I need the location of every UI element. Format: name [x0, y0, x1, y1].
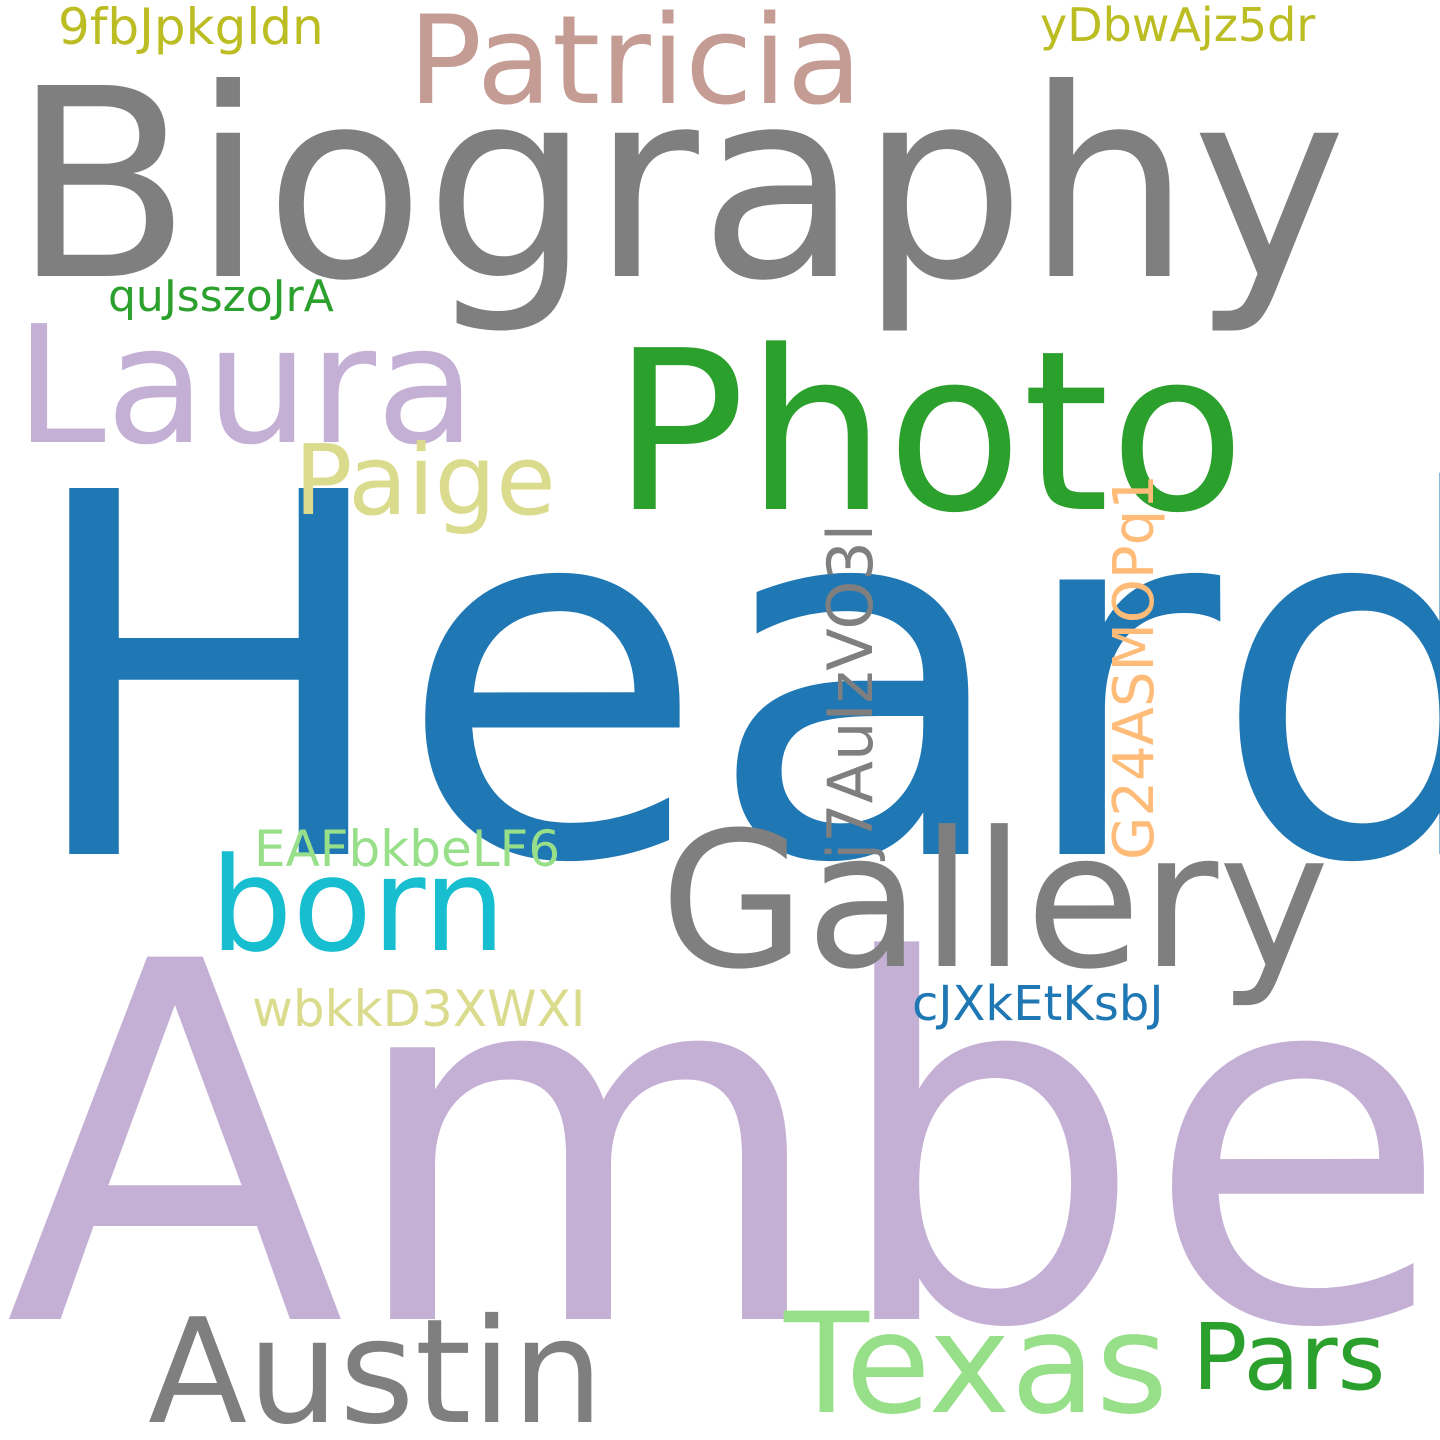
word-j7AuIzVO3l: j7AuIzVO3l: [814, 523, 887, 860]
word-gallery: Gallery: [660, 792, 1330, 1011]
word-laura: Laura: [15, 292, 476, 481]
word-wbkkD3XWXI: wbkkD3XWXI: [252, 980, 586, 1038]
word-9fbJpkgldn: 9fbJpkgldn: [58, 0, 324, 56]
word-texas: Texas: [784, 1283, 1169, 1440]
word-cJXkEtKsbJ: cJXkEtKsbJ: [912, 976, 1164, 1032]
word-patricia: Patricia: [408, 0, 863, 133]
word-amber: Amber: [5, 859, 1440, 1437]
word-photo: Photo: [612, 304, 1246, 562]
word-heard: Heard: [20, 389, 1440, 973]
word-EAFbkbeLF6: EAFbkbeLF6: [254, 820, 561, 878]
word-paige: Paige: [294, 424, 556, 537]
word-austin: Austin: [148, 1288, 604, 1440]
word-pars: Pars: [1192, 1304, 1386, 1411]
word-biography: Biography: [12, 33, 1347, 338]
word-G24ASMOPq1: G24ASMOPq1: [1102, 474, 1167, 860]
word-born: born: [210, 829, 506, 981]
word-quJsszoJrA: quJsszoJrA: [108, 271, 334, 322]
word-yDbwAjz5dr: yDbwAjz5dr: [1040, 0, 1316, 52]
